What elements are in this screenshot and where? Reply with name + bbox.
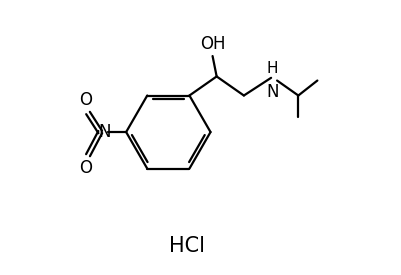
Text: OH: OH xyxy=(199,35,225,53)
Text: N: N xyxy=(98,123,110,141)
Text: N: N xyxy=(265,83,278,101)
Text: HCl: HCl xyxy=(169,236,205,256)
Text: O: O xyxy=(79,159,92,177)
Text: H: H xyxy=(266,61,277,76)
Text: O: O xyxy=(79,91,92,109)
